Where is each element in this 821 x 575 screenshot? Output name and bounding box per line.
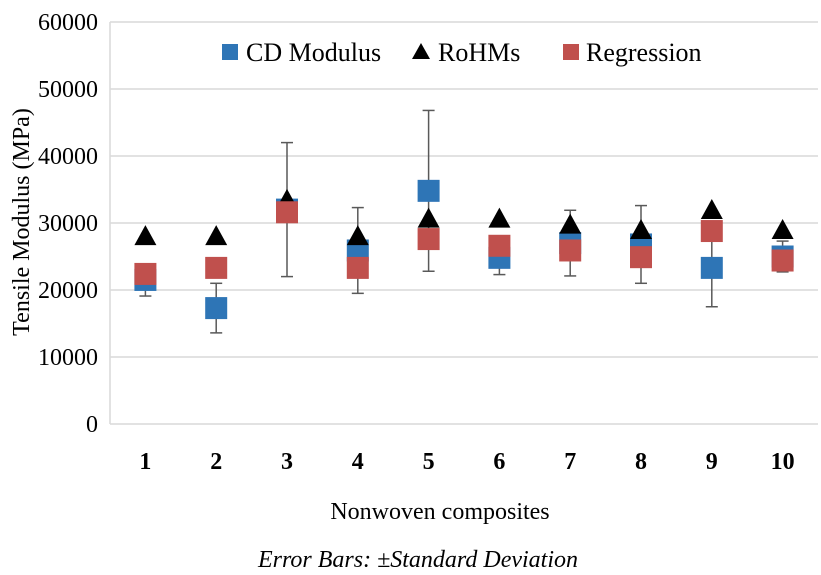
point-regression-7: [559, 239, 582, 262]
point-rohms-2: [205, 225, 228, 246]
x-tick-label-8: 8: [635, 449, 647, 475]
point-regression-4: [346, 256, 369, 279]
x-axis-title: Nonwoven composites: [330, 499, 549, 525]
x-tick-label-1: 1: [139, 449, 151, 475]
x-tick-label-4: 4: [352, 449, 364, 475]
x-tick-label-10: 10: [771, 449, 795, 475]
point-regression-6: [488, 234, 511, 257]
point-rohms-1: [134, 225, 157, 246]
point-regression-8: [630, 246, 652, 269]
legend-marker-rohms: [412, 43, 430, 59]
data-markers: [134, 179, 794, 320]
point-cd-modulus-2: [205, 297, 228, 320]
y-tick-label-1: 10000: [38, 345, 98, 371]
point-regression-5: [417, 228, 440, 251]
plot-area: [109, 22, 818, 425]
error-bars: [139, 109, 789, 334]
point-rohms-4: [346, 225, 369, 246]
x-tick-label-6: 6: [493, 449, 505, 475]
x-tick-label-7: 7: [564, 449, 576, 475]
gridlines: [110, 21, 818, 358]
x-tick-label-5: 5: [423, 449, 435, 475]
legend-marker-regression: [563, 44, 579, 60]
legend-label-cd-modulus: CD Modulus: [246, 38, 381, 67]
legend-label-rohms: RoHMs: [438, 38, 520, 67]
legend-label-regression: Regression: [586, 38, 702, 67]
legend-marker-cd-modulus: [222, 44, 238, 60]
error-bars-note: Error Bars: ±Standard Deviation: [257, 547, 578, 573]
point-rohms-7: [559, 213, 582, 234]
point-rohms-8: [630, 219, 652, 240]
point-regression-9: [700, 220, 723, 243]
y-tick-label-0: 0: [86, 412, 98, 438]
point-rohms-10: [771, 219, 794, 240]
point-cd-modulus-5: [417, 179, 440, 202]
y-tick-label-4: 40000: [38, 144, 98, 170]
x-tick-label-2: 2: [210, 449, 222, 475]
x-tick-label-3: 3: [281, 449, 293, 475]
y-tick-label-5: 50000: [38, 77, 98, 103]
point-rohms-6: [488, 207, 511, 228]
y-axis: 0 10000 20000 30000 40000 50000 60000: [38, 10, 98, 438]
point-rohms-5: [417, 207, 440, 228]
x-axis: 1 2 3 4 5 6 7 8 9 10: [139, 449, 794, 475]
point-regression-10: [771, 249, 794, 272]
point-regression-3: [276, 201, 298, 224]
y-tick-label-2: 20000: [38, 278, 98, 304]
point-regression-1: [134, 262, 157, 285]
point-regression-2: [205, 256, 228, 279]
x-tick-label-9: 9: [706, 449, 718, 475]
y-axis-title: Tensile Modulus (MPa): [9, 108, 35, 336]
point-rohms-9: [700, 198, 723, 219]
y-tick-label-6: 60000: [38, 10, 98, 36]
y-tick-label-3: 30000: [38, 211, 98, 237]
point-cd-modulus-9: [700, 256, 723, 279]
legend: CD Modulus RoHMs Regression: [222, 38, 702, 67]
